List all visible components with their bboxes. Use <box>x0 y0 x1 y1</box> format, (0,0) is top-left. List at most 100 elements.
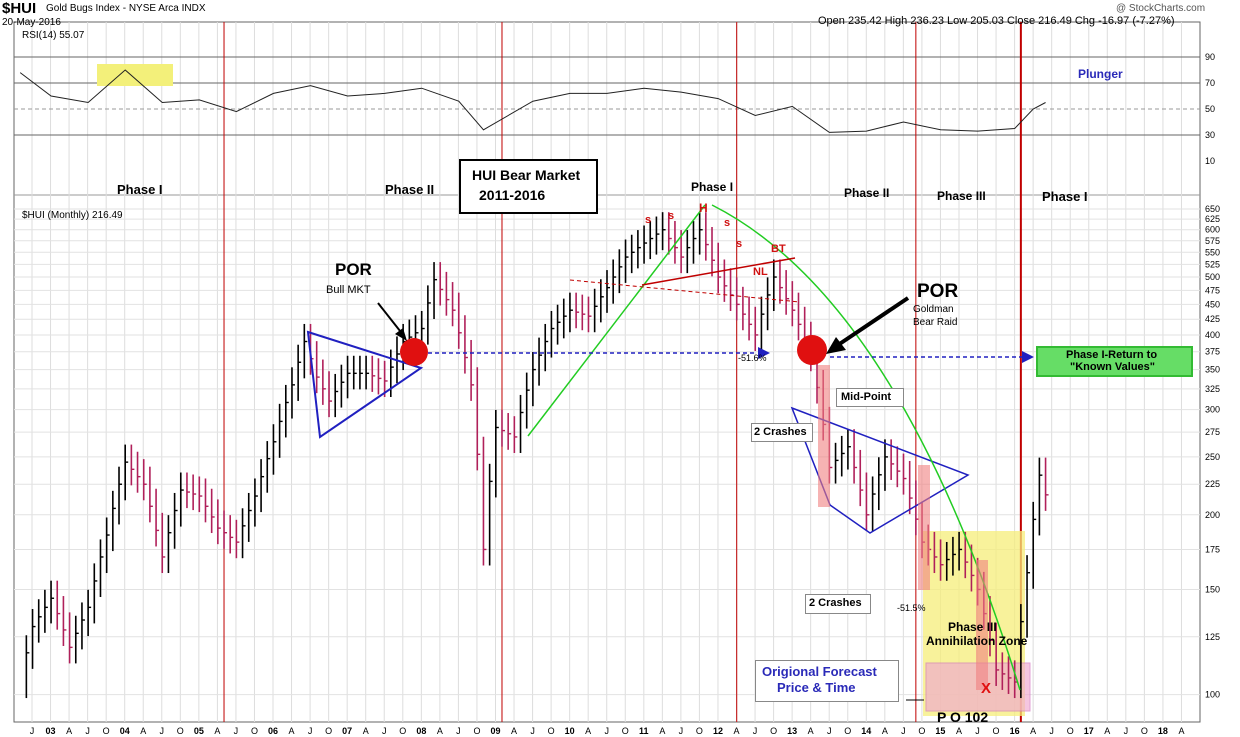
por-bear-sub: Bear Raid <box>913 317 958 328</box>
por-bear-sub: Goldman <box>913 304 954 315</box>
x-tick-label: 13 <box>787 726 797 736</box>
y-tick-label: 450 <box>1205 299 1220 309</box>
x-tick-label: O <box>622 726 629 736</box>
forecast-label: Price & Time <box>777 680 856 695</box>
hs-shoulder: s <box>736 238 743 250</box>
x-tick-label: A <box>511 726 517 736</box>
crashes-callout: 2 Crashes <box>805 594 871 614</box>
x-tick-label: 11 <box>639 726 649 736</box>
x-tick-label: O <box>993 726 1000 736</box>
crashes-label: 2 Crashes <box>809 597 862 609</box>
hs-shoulder: s <box>645 214 652 226</box>
chart-date: 20-May-2016 <box>2 17 61 28</box>
x-tick-label: A <box>363 726 369 736</box>
hs-backtest: BT <box>771 243 786 255</box>
x-tick-label: O <box>103 726 110 736</box>
y-tick-label: 375 <box>1205 347 1220 357</box>
x-tick-label: J <box>604 726 609 736</box>
crash-highlight <box>976 560 988 690</box>
x-axis-ticks: J 03 A J O 04 A J O 05 A J O 06 A J O 07 A J O 08 A J O 09 A J O 10 A J… <box>30 726 1185 736</box>
bear-market-title: HUI Bear Market <box>472 167 581 183</box>
y-tick-label: 500 <box>1205 272 1220 282</box>
rsi-highlight <box>97 64 173 86</box>
x-tick-label: J <box>975 726 980 736</box>
chart-ohlc: Open 235.42 High 236.23 Low 205.03 Close… <box>818 15 1175 27</box>
x-tick-label: 04 <box>120 726 130 736</box>
phase-label: Phase I <box>1042 189 1088 204</box>
annihilation-label: Phase III <box>948 620 997 634</box>
chart-symbol: $HUI <box>2 0 37 17</box>
return-label-line2: "Known Values" <box>1070 361 1156 373</box>
return-arrowhead <box>1022 351 1034 363</box>
x-tick-label: A <box>808 726 814 736</box>
por-bear-circle <box>797 335 827 365</box>
hs-shoulder: s <box>724 217 731 229</box>
stockcharts-watermark: @ StockCharts.com <box>1116 3 1206 14</box>
x-tick-label: O <box>918 726 925 736</box>
bull-triangle <box>306 330 424 439</box>
x-tick-label: O <box>473 726 480 736</box>
bear-market-title-box: HUI Bear Market 2011-2016 <box>459 159 598 214</box>
rsi-tick-label: 70 <box>1205 78 1215 88</box>
author-plunger: Plunger <box>1078 67 1123 81</box>
x-tick-label: 09 <box>490 726 500 736</box>
x-tick-label: O <box>1067 726 1074 736</box>
x-tick-label: 10 <box>565 726 575 736</box>
crash-highlight <box>818 365 830 507</box>
crashes-callout: 2 Crashes <box>751 423 813 442</box>
x-tick-label: 14 <box>861 726 871 736</box>
y-tick-label: 275 <box>1205 427 1220 437</box>
y-tick-label: 325 <box>1205 384 1220 394</box>
y-tick-label: 650 <box>1205 204 1220 214</box>
y-tick-label: 150 <box>1205 584 1220 594</box>
rsi-tick-label: 30 <box>1205 130 1215 140</box>
y-tick-label: 400 <box>1205 330 1220 340</box>
decline-percent: -51.5% <box>897 603 926 613</box>
phase-label: Phase I <box>117 182 163 197</box>
y-tick-label: 575 <box>1205 236 1220 246</box>
x-tick-label: J <box>456 726 461 736</box>
x-tick-label: J <box>827 726 832 736</box>
bear-wedge <box>790 406 970 534</box>
x-tick-label: 07 <box>342 726 352 736</box>
x-tick-label: A <box>1178 726 1184 736</box>
y-tick-label: 550 <box>1205 247 1220 257</box>
y-tick-label: 525 <box>1205 259 1220 269</box>
price-bars <box>25 212 1049 699</box>
midpoint-callout: Mid-Point <box>836 388 904 407</box>
y-tick-label: 250 <box>1205 452 1220 462</box>
por-bear-arrowhead <box>826 337 846 354</box>
uptrend-line <box>527 204 706 437</box>
y-tick-label: 625 <box>1205 214 1220 224</box>
y-tick-label: 125 <box>1205 632 1220 642</box>
rsi-tick-label: 90 <box>1205 52 1215 62</box>
por-bull-label: POR <box>335 260 372 279</box>
phase-label: Phase II <box>385 182 435 197</box>
x-tick-label: O <box>770 726 777 736</box>
x-tick-label: J <box>85 726 90 736</box>
bottom-x-mark: X <box>981 680 992 697</box>
x-tick-label: 05 <box>194 726 204 736</box>
x-tick-label: O <box>177 726 184 736</box>
x-tick-label: A <box>437 726 443 736</box>
x-tick-label: A <box>140 726 146 736</box>
trend-overlays <box>306 204 1034 701</box>
rsi-panel-label: RSI(14) 55.07 <box>22 30 85 41</box>
por-bull-arrowhead <box>395 328 407 341</box>
x-tick-label: J <box>679 726 684 736</box>
x-tick-label: A <box>734 726 740 736</box>
y-tick-label: 475 <box>1205 285 1220 295</box>
rsi-line <box>19 69 1046 133</box>
x-tick-label: A <box>956 726 962 736</box>
y-tick-label: 175 <box>1205 544 1220 554</box>
x-tick-label: A <box>214 726 220 736</box>
y-tick-label: 350 <box>1205 365 1220 375</box>
x-tick-label: 08 <box>416 726 426 736</box>
rsi-tick-label: 50 <box>1205 104 1215 114</box>
x-tick-label: O <box>548 726 555 736</box>
x-tick-label: A <box>66 726 72 736</box>
y-tick-label: 225 <box>1205 479 1220 489</box>
x-tick-label: J <box>530 726 535 736</box>
